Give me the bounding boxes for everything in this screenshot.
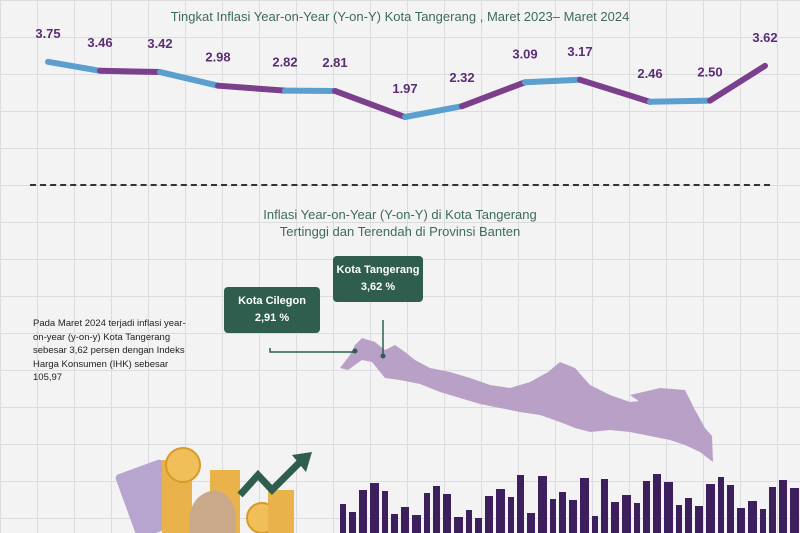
skyline-building bbox=[370, 483, 379, 533]
skyline-building bbox=[443, 494, 451, 533]
divider bbox=[30, 184, 770, 186]
callout-kota-cilegon: Kota Cilegon 2,91 % bbox=[224, 287, 320, 333]
data-label: 2.46 bbox=[637, 66, 662, 81]
skyline-building bbox=[580, 478, 589, 533]
skyline-building bbox=[748, 501, 757, 533]
skyline-building bbox=[496, 489, 505, 533]
skyline-building bbox=[653, 474, 661, 533]
data-label: 3.17 bbox=[567, 44, 592, 59]
map-title-line1: Inflasi Year-on-Year (Y-on-Y) di Kota Ta… bbox=[263, 207, 537, 222]
skyline-building bbox=[737, 508, 745, 533]
line-segment bbox=[577, 76, 653, 105]
skyline-building bbox=[634, 503, 640, 533]
skyline-building bbox=[466, 510, 472, 533]
line-segment bbox=[332, 87, 408, 120]
skyline-building bbox=[424, 493, 430, 533]
skyline-building bbox=[695, 506, 703, 533]
skyline-building bbox=[601, 479, 608, 533]
skyline-building bbox=[569, 500, 577, 533]
skyline-building bbox=[485, 496, 493, 533]
line-segment bbox=[215, 82, 288, 94]
callout-name: Kota Tangerang bbox=[336, 264, 420, 276]
inflation-note: Pada Maret 2024 terjadi inflasi year-on-… bbox=[33, 318, 186, 383]
data-label: 3.09 bbox=[512, 46, 537, 61]
skyline-building bbox=[359, 490, 367, 533]
skyline-building bbox=[340, 504, 346, 533]
data-label: 3.75 bbox=[35, 26, 60, 41]
line-segment bbox=[707, 62, 768, 104]
data-label: 2.50 bbox=[697, 65, 722, 80]
data-label: 3.46 bbox=[87, 35, 112, 50]
skyline-building bbox=[382, 491, 388, 533]
skyline-building bbox=[664, 482, 673, 533]
skyline-building bbox=[401, 507, 409, 533]
skyline-building bbox=[559, 492, 566, 533]
skyline-building bbox=[643, 481, 650, 533]
skyline-building bbox=[517, 475, 524, 533]
skyline-building bbox=[790, 488, 799, 533]
data-label: 2.98 bbox=[205, 50, 230, 65]
data-label: 3.62 bbox=[752, 30, 777, 45]
skyline-building bbox=[391, 514, 398, 533]
money-coins-decoration bbox=[115, 447, 312, 533]
data-label: 2.32 bbox=[449, 70, 474, 85]
callout-name: Kota Cilegon bbox=[238, 295, 306, 307]
skyline-building bbox=[769, 487, 776, 533]
inflation-line-chart: 3.75 3.46 3.42 2.98 2.82 2.81 1.97 2.32 3.09 3.17… bbox=[35, 26, 778, 120]
line-segment bbox=[459, 79, 528, 110]
map-title-line2: Tertinggi dan Terendah di Provinsi Bante… bbox=[279, 224, 521, 239]
callout-kota-tangerang: Kota Tangerang 3,62 % bbox=[333, 256, 423, 302]
skyline-building bbox=[475, 518, 482, 533]
skyline-building bbox=[550, 499, 556, 533]
skyline-building bbox=[538, 476, 547, 533]
data-label: 3.42 bbox=[147, 36, 172, 51]
skyline-building bbox=[412, 515, 421, 533]
skyline-building bbox=[676, 505, 682, 533]
skyline-building bbox=[611, 502, 619, 533]
city-skyline-decoration bbox=[340, 474, 799, 533]
skyline-building bbox=[592, 516, 598, 533]
java-island-shape bbox=[340, 338, 713, 462]
skyline-building bbox=[508, 497, 514, 533]
skyline-building bbox=[454, 517, 463, 533]
line-segment bbox=[157, 69, 221, 89]
skyline-building bbox=[718, 477, 724, 533]
line-segment bbox=[45, 58, 103, 74]
line-segment bbox=[522, 76, 583, 86]
data-label: 2.81 bbox=[322, 55, 347, 70]
callout-value: 2,91 % bbox=[254, 312, 290, 324]
line-segment bbox=[647, 97, 713, 105]
data-label: 1.97 bbox=[392, 81, 417, 96]
skyline-building bbox=[685, 498, 692, 533]
line-segment bbox=[402, 103, 465, 120]
skyline-building bbox=[622, 495, 631, 533]
skyline-building bbox=[706, 484, 715, 533]
skyline-building bbox=[433, 486, 440, 533]
skyline-building bbox=[779, 480, 787, 533]
skyline-building bbox=[527, 513, 535, 533]
callout-value: 3,62 % bbox=[360, 281, 396, 293]
chart-title: Tingkat Inflasi Year-on-Year (Y-on-Y) Ko… bbox=[170, 9, 630, 24]
skyline-building bbox=[349, 512, 356, 533]
line-segment bbox=[97, 67, 163, 76]
skyline-building bbox=[760, 509, 766, 533]
skyline-building bbox=[727, 485, 734, 533]
data-label: 2.82 bbox=[272, 55, 297, 70]
